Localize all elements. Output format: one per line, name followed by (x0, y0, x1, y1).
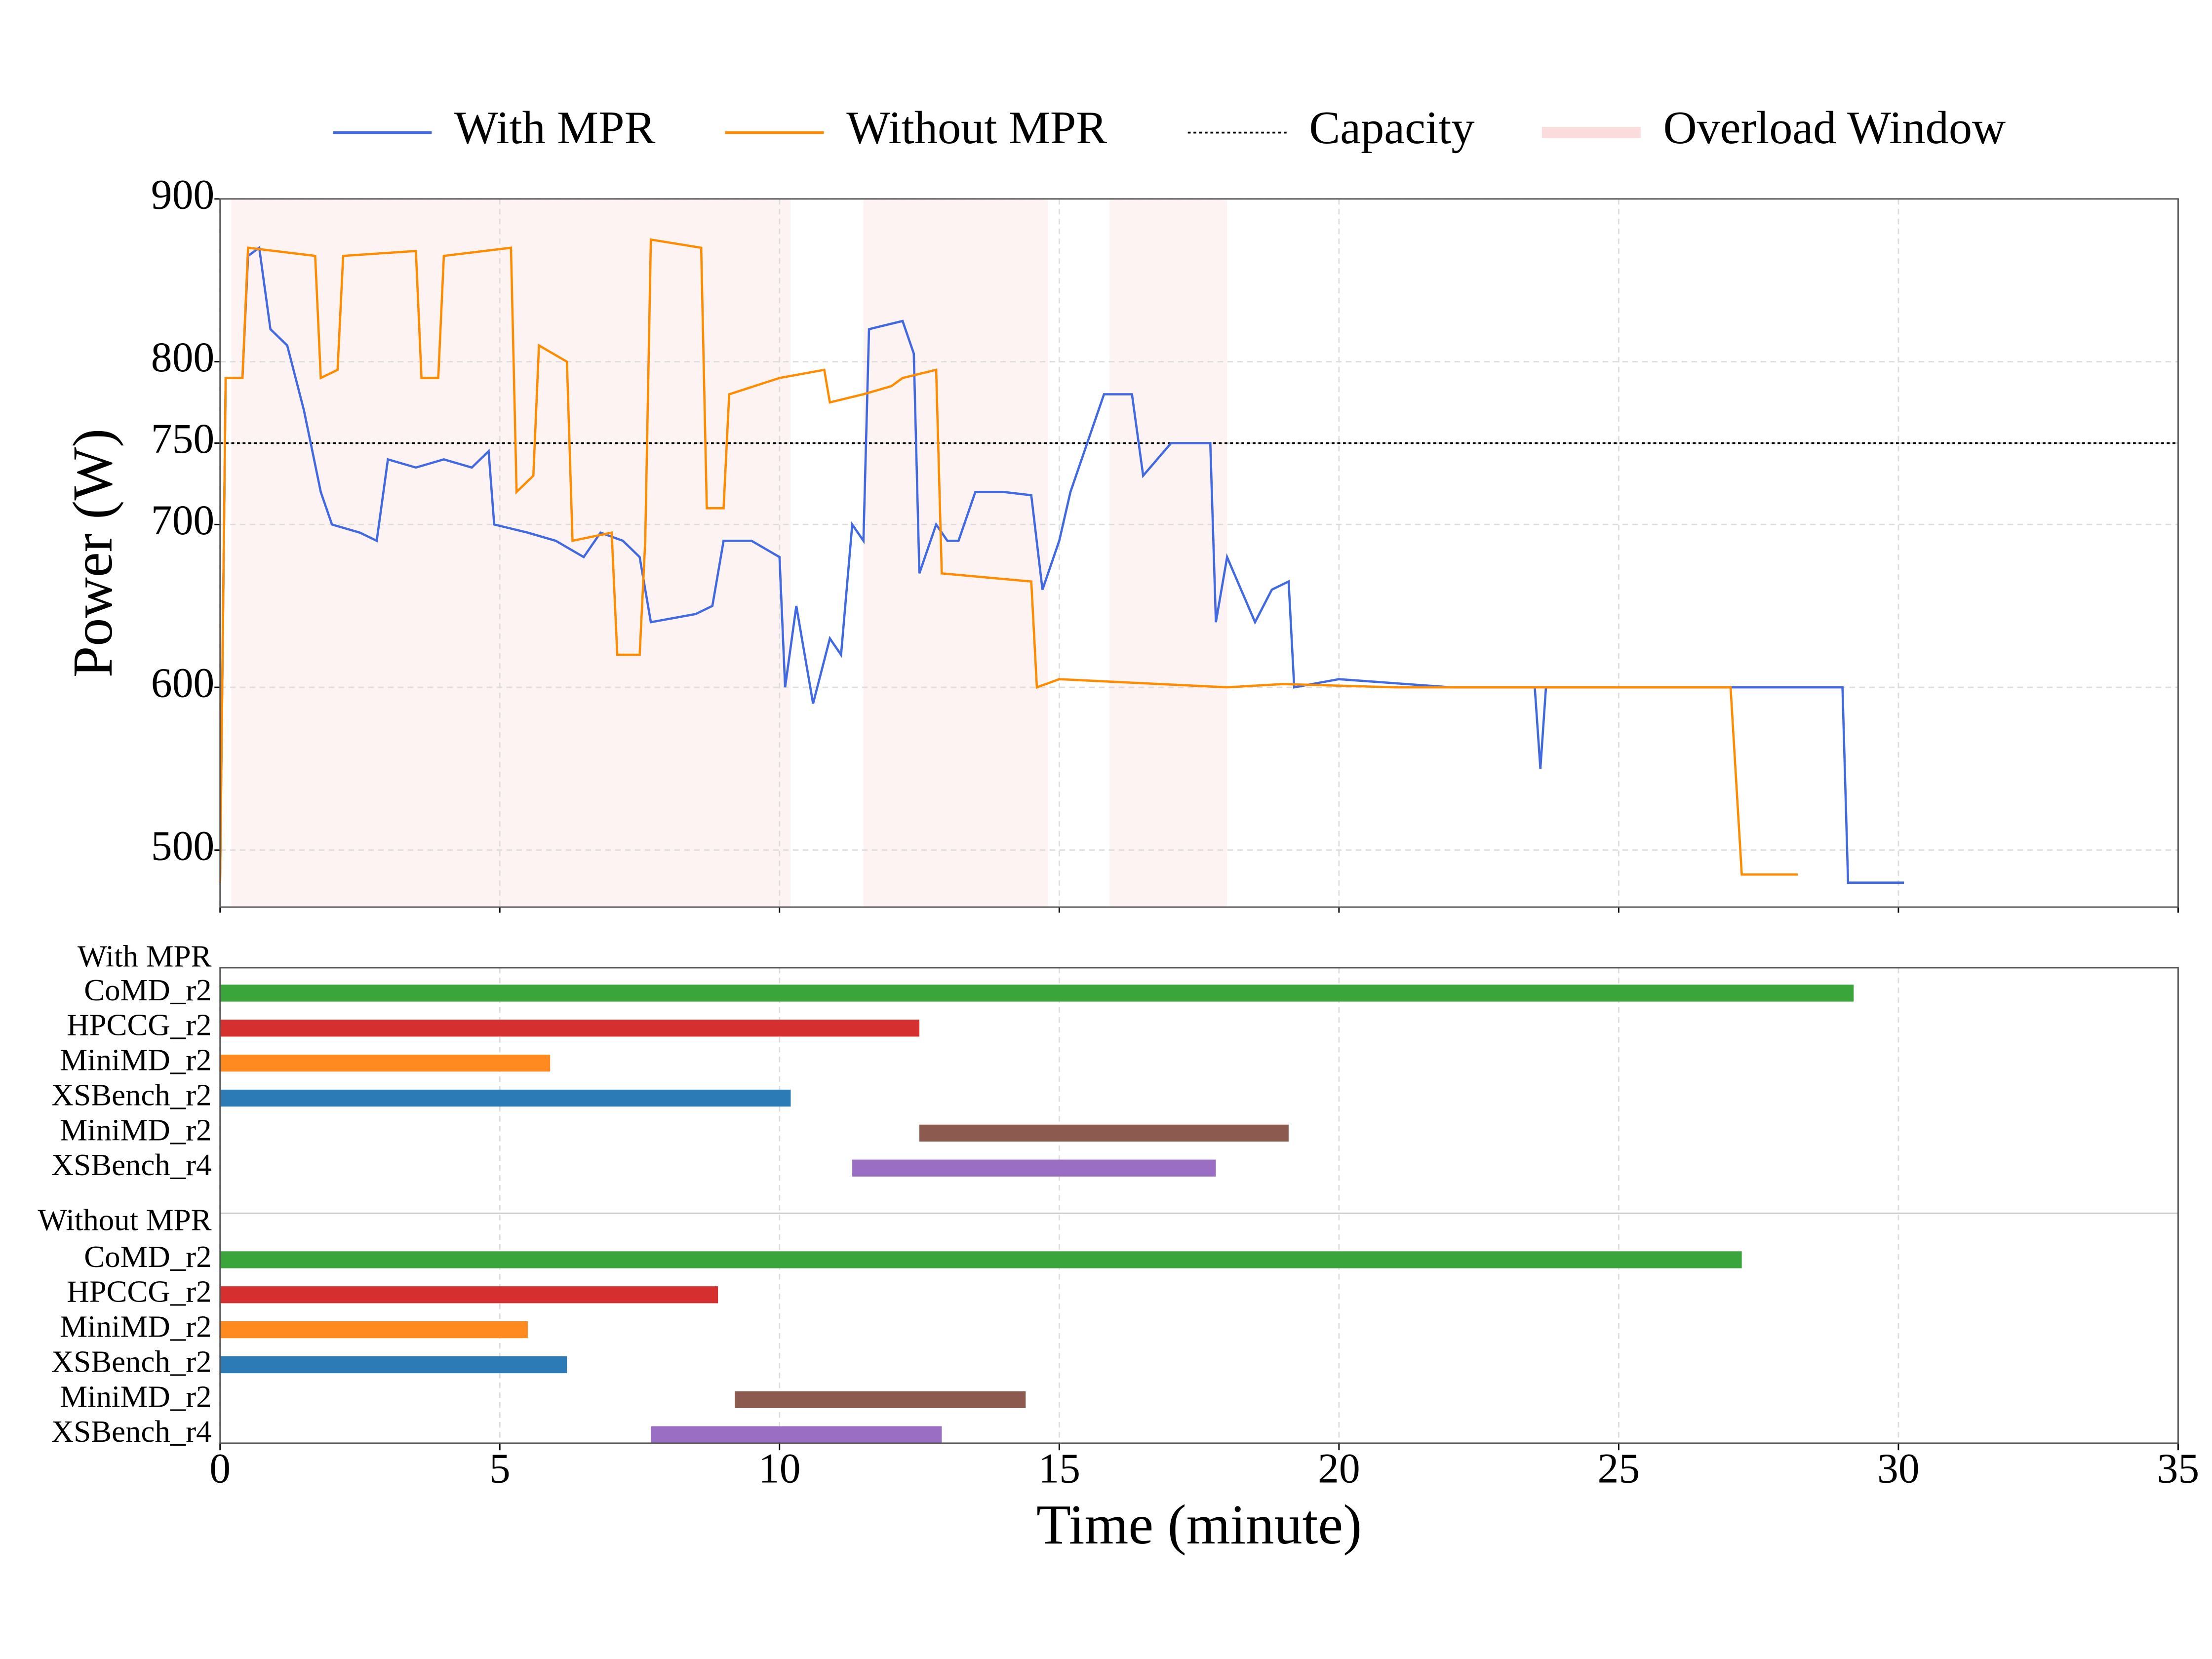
x-tick-label: 20 (1318, 1445, 1360, 1492)
y-tick-label: 500 (151, 822, 215, 869)
task-label: MiniMD_r2 (60, 1112, 211, 1147)
x-tick-label: 5 (489, 1445, 511, 1492)
overload-window (231, 198, 791, 908)
y-tick-label: 800 (151, 334, 215, 381)
legend-label: Capacity (1309, 102, 1474, 154)
task-bar (220, 1089, 791, 1107)
y-tick-label: 900 (151, 171, 215, 218)
series-line (220, 238, 1798, 883)
legend-label: Without MPR (846, 102, 1107, 154)
task-label: XSBench_r4 (51, 1147, 212, 1182)
task-label: MiniMD_r2 (60, 1309, 211, 1344)
task-bar (220, 1286, 718, 1304)
legend-label: Overload Window (1663, 102, 2006, 154)
task-label: XSBench_r2 (51, 1344, 212, 1379)
series-line (220, 245, 1904, 884)
task-label: XSBench_r4 (51, 1414, 212, 1449)
group-label: With MPR (78, 939, 212, 973)
x-tick-label: 10 (758, 1445, 801, 1492)
task-label: CoMD_r2 (84, 1239, 211, 1274)
task-bar (220, 1020, 920, 1037)
legend-label: With MPR (454, 102, 656, 154)
y-tick-label: 750 (151, 415, 215, 462)
y-tick-label: 600 (151, 660, 215, 707)
plot-frame (219, 198, 2179, 908)
task-bar (220, 1356, 567, 1374)
x-tick-label: 25 (1598, 1445, 1640, 1492)
task-label: MiniMD_r2 (60, 1043, 211, 1077)
task-label: HPCCG_r2 (67, 1008, 211, 1042)
plot-frame (219, 967, 2179, 1444)
x-tick-label: 30 (1877, 1445, 1920, 1492)
task-bar (220, 1321, 528, 1339)
x-axis-title: Time (minute) (1036, 1493, 1362, 1556)
x-tick-label: 15 (1038, 1445, 1080, 1492)
task-label: XSBench_r2 (51, 1077, 212, 1112)
task-bar (735, 1391, 1026, 1408)
y-tick-label: 700 (151, 497, 215, 544)
y-axis-title: Power (W) (61, 429, 124, 677)
task-bar (220, 1055, 551, 1072)
task-bar (220, 1251, 1742, 1268)
task-bar (919, 1124, 1289, 1142)
task-bar (651, 1426, 942, 1443)
task-bar (220, 985, 1854, 1002)
task-bar (852, 1159, 1216, 1177)
x-tick-label: 35 (2157, 1445, 2200, 1492)
group-label: Without MPR (38, 1203, 212, 1237)
overload-window (863, 198, 1048, 908)
task-label: HPCCG_r2 (67, 1274, 211, 1309)
task-label: MiniMD_r2 (60, 1379, 211, 1414)
overload-window (1109, 198, 1227, 908)
x-tick-label: 0 (209, 1445, 231, 1492)
task-label: CoMD_r2 (84, 973, 211, 1007)
